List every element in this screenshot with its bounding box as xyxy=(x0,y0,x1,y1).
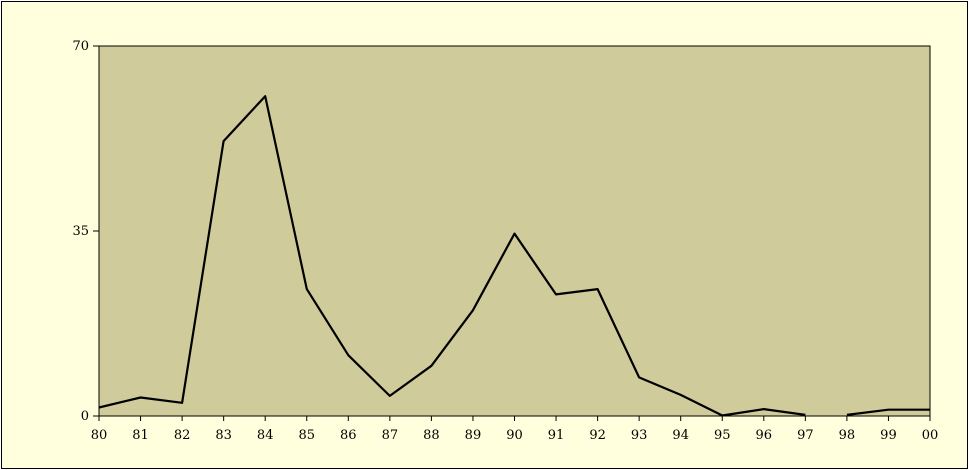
x-tick-label: 95 xyxy=(714,428,731,443)
x-tick-label: 90 xyxy=(506,428,523,443)
series-line xyxy=(846,408,930,416)
x-tick-label: 84 xyxy=(257,428,274,443)
y-tick-label: 0 xyxy=(81,409,89,424)
x-tick-label: 83 xyxy=(215,428,232,443)
x-tick-label: 97 xyxy=(797,428,814,443)
x-tick-label: 81 xyxy=(132,428,149,443)
x-tick-label: 98 xyxy=(839,428,856,443)
y-tick-label: 70 xyxy=(72,39,89,54)
series-lines xyxy=(98,95,930,417)
x-tick-label: 91 xyxy=(548,428,565,443)
x-tick-label: 93 xyxy=(631,428,648,443)
x-tick-label: 88 xyxy=(423,428,440,443)
x-tick-label: 85 xyxy=(298,428,315,443)
y-axis: 0 35 70 xyxy=(72,39,99,424)
x-tick-label: 89 xyxy=(465,428,482,443)
x-tick-label: 99 xyxy=(880,428,897,443)
x-tick-label: 82 xyxy=(174,428,191,443)
x-axis: 80 81 82 83 84 85 86 87 88 89 90 91 92 93 94 95 96 97 98 99… xyxy=(91,416,939,443)
x-tick-label: 96 xyxy=(756,428,773,443)
x-tick-label: 87 xyxy=(382,428,399,443)
x-tick-label: 86 xyxy=(340,428,357,443)
series-line xyxy=(98,95,806,417)
plot-area xyxy=(98,45,931,417)
x-tick-label: 80 xyxy=(91,428,108,443)
y-tick-label: 35 xyxy=(72,224,89,239)
x-tick-label: 00 xyxy=(922,428,939,443)
x-tick-label: 94 xyxy=(672,428,689,443)
x-tick-label: 92 xyxy=(589,428,606,443)
